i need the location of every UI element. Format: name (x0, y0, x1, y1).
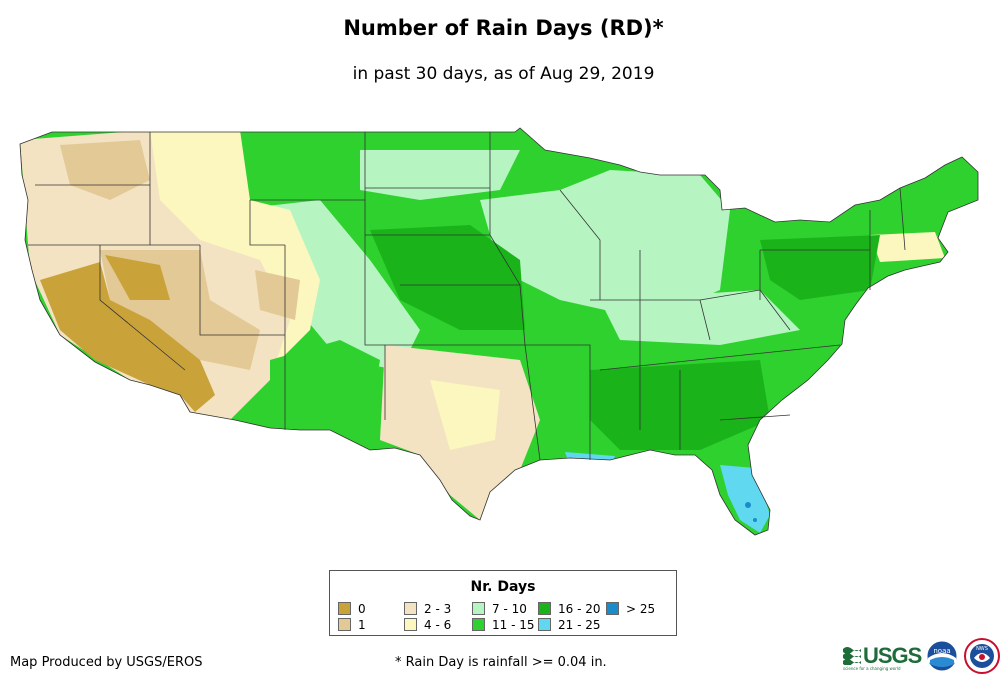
legend-label: 16 - 20 (558, 602, 601, 616)
legend-item-4-6: 4 - 6 (404, 618, 451, 632)
legend-label: 0 (358, 602, 366, 616)
legend-item-7-10: 7 - 10 (472, 602, 527, 616)
legend-label: > 25 (626, 602, 656, 616)
legend-swatch (538, 618, 551, 631)
region-11-15 (270, 340, 380, 430)
region-16-20 (760, 235, 880, 300)
region-0 (40, 262, 215, 412)
map-credit: Map Produced by USGS/EROS (10, 655, 203, 670)
legend-swatch (338, 602, 351, 615)
rain-day-fill (20, 128, 978, 535)
legend-swatch (538, 602, 551, 615)
legend-item-16-20: 16 - 20 (538, 602, 601, 616)
map-subtitle: in past 30 days, as of Aug 29, 2019 (352, 64, 655, 84)
usgs-logo-text: USGS (863, 643, 922, 668)
noaa-logo-text: noaa (933, 647, 950, 655)
nws-logo-text: NWS (976, 646, 988, 652)
nws-logo: NWS (964, 638, 1000, 674)
region-16-20 (370, 225, 525, 330)
region-over-25 (745, 502, 751, 508)
legend-item-21-25: 21 - 25 (538, 618, 601, 632)
region-4-6 (870, 232, 945, 262)
state-boundaries (19, 127, 979, 536)
usgs-logo: USGS science for a changing world (843, 643, 922, 671)
usgs-wave-icon (843, 647, 861, 665)
legend-label: 11 - 15 (492, 618, 535, 632)
legend-label: 21 - 25 (558, 618, 601, 632)
rain-day-footnote: * Rain Day is rainfall >= 0.04 in. (395, 655, 607, 670)
region-0 (105, 255, 170, 300)
legend-swatch (404, 602, 417, 615)
legend-title: Nr. Days (470, 579, 536, 595)
legend-swatch (472, 602, 485, 615)
legend-swatch (606, 602, 619, 615)
legend-item-1: 1 (338, 618, 366, 632)
region-7-10 (600, 290, 800, 345)
region-7-10 (480, 170, 730, 320)
legend-swatch (404, 618, 417, 631)
legend-swatch (472, 618, 485, 631)
region-4-6 (430, 380, 500, 450)
usgs-tagline: science for a changing world (843, 666, 901, 671)
legend-label: 2 - 3 (424, 602, 452, 616)
map-title: Number of Rain Days (RD)* (343, 16, 664, 40)
legend-item-2-3: 2 - 3 (404, 602, 451, 616)
region-7-10 (360, 150, 520, 200)
legend-label: 4 - 6 (424, 618, 452, 632)
noaa-logo: noaa (926, 640, 958, 672)
region-1 (255, 270, 300, 320)
region-over-25 (753, 518, 757, 522)
legend-item-11-15: 11 - 15 (472, 618, 535, 632)
legend-label: 1 (358, 618, 366, 632)
legend-item-over-25: > 25 (606, 602, 655, 616)
legend-swatch (338, 618, 351, 631)
legend-item-0: 0 (338, 602, 366, 616)
legend-label: 7 - 10 (492, 602, 527, 616)
map-legend: Nr. Days 0 1 2 - 3 4 - 6 7 - 10 11 - 15 … (329, 570, 677, 636)
